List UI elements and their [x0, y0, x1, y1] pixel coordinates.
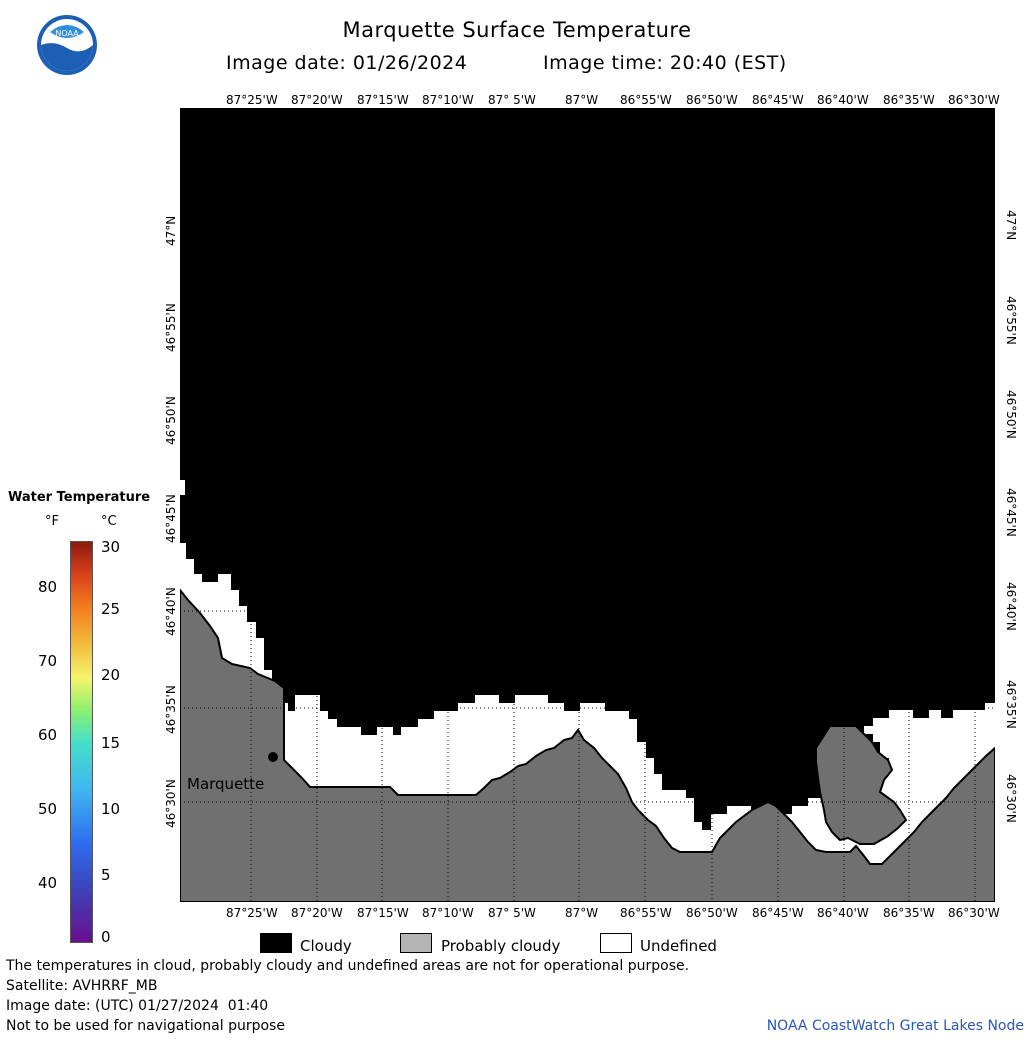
- cloudy-label: Cloudy: [300, 937, 352, 955]
- legend-title: Water Temperature: [8, 490, 151, 505]
- note-navigation: Not to be used for navigational purpose: [6, 1018, 285, 1034]
- lat-tick: 46°50'N: [1004, 390, 1018, 439]
- lon-tick: 86°35'W: [883, 93, 935, 107]
- grand-island: [815, 725, 908, 845]
- unit-celsius: °C: [101, 514, 117, 529]
- lon-tick: 87°20'W: [291, 906, 343, 920]
- lat-tick: 46°40'N: [1004, 582, 1018, 631]
- celsius-tick: 15: [101, 734, 121, 752]
- lon-tick: 87°15'W: [357, 93, 409, 107]
- lat-tick: 47°N: [164, 215, 178, 246]
- celsius-tick: 0: [101, 928, 111, 946]
- lon-tick: 86°45'W: [752, 93, 804, 107]
- lon-tick: 86°40'W: [817, 93, 869, 107]
- note-utc-date: Image date: (UTC) 01/27/2024 01:40: [6, 998, 269, 1014]
- lon-tick: 86°55'W: [620, 93, 672, 107]
- lat-tick: 46°55'N: [164, 303, 178, 352]
- undefined-label: Undefined: [640, 937, 717, 955]
- lat-tick: 46°40'N: [164, 587, 178, 636]
- unit-fahrenheit: °F: [45, 514, 59, 529]
- city-label: Marquette: [187, 775, 264, 793]
- land-region: [179, 587, 996, 903]
- undefined-swatch: [600, 933, 632, 953]
- graticule: [180, 588, 995, 902]
- celsius-tick: 5: [101, 866, 111, 884]
- lat-tick: 46°30'N: [1004, 774, 1018, 823]
- lon-tick: 87° 5'W: [488, 906, 536, 920]
- lon-tick: 86°35'W: [883, 906, 935, 920]
- cloud-region: [180, 108, 995, 830]
- map-title: Marquette Surface Temperature: [342, 18, 692, 42]
- lat-tick: 46°45'N: [164, 494, 178, 543]
- lon-tick: 86°55'W: [620, 906, 672, 920]
- logo-text: NOAA: [55, 29, 79, 38]
- note-satellite: Satellite: AVHRRF_MB: [6, 978, 158, 994]
- lon-tick: 86°30'W: [948, 93, 1000, 107]
- lat-tick: 47°N: [1004, 210, 1018, 241]
- fahrenheit-tick: 60: [38, 726, 58, 744]
- lon-tick: 87°25'W: [226, 93, 278, 107]
- celsius-tick: 25: [101, 600, 121, 618]
- lon-tick: 87°10'W: [422, 906, 474, 920]
- probably-cloudy-label: Probably cloudy: [441, 937, 561, 955]
- temperature-colorbar: [70, 541, 93, 943]
- map-panel: Marquette: [179, 108, 996, 903]
- lat-tick: 46°30'N: [164, 779, 178, 828]
- fahrenheit-tick: 70: [38, 652, 58, 670]
- lon-tick: 87°25'W: [226, 906, 278, 920]
- lon-tick: 86°30'W: [948, 906, 1000, 920]
- city-marker: [268, 752, 278, 762]
- celsius-tick: 30: [101, 538, 121, 556]
- celsius-tick: 10: [101, 800, 121, 818]
- lat-tick: 46°55'N: [1004, 296, 1018, 345]
- image-date: Image date: 01/26/2024: [226, 52, 468, 74]
- image-time: Image time: 20:40 (EST): [543, 52, 787, 74]
- cloudy-swatch: [260, 933, 292, 953]
- lon-tick: 86°45'W: [752, 906, 804, 920]
- lon-tick: 87°10'W: [422, 93, 474, 107]
- lat-tick: 46°35'N: [1004, 680, 1018, 729]
- note-disclaimer: The temperatures in cloud, probably clou…: [6, 958, 690, 974]
- lon-tick: 86°50'W: [686, 93, 738, 107]
- lon-tick: 87°W: [565, 906, 599, 920]
- lat-tick: 46°50'N: [164, 396, 178, 445]
- fahrenheit-tick: 50: [38, 800, 58, 818]
- credit-link[interactable]: NOAA CoastWatch Great Lakes Node: [766, 1018, 1024, 1034]
- lon-tick: 86°50'W: [686, 906, 738, 920]
- lon-tick: 87°15'W: [357, 906, 409, 920]
- probably-cloudy-swatch: [400, 933, 432, 953]
- lon-tick: 86°40'W: [817, 906, 869, 920]
- lat-tick: 46°35'N: [164, 685, 178, 734]
- noaa-logo: NOAA: [36, 14, 98, 76]
- fahrenheit-tick: 40: [38, 874, 58, 892]
- lat-tick: 46°45'N: [1004, 488, 1018, 537]
- lon-tick: 87°W: [565, 93, 599, 107]
- lon-tick: 87° 5'W: [488, 93, 536, 107]
- fahrenheit-tick: 80: [38, 578, 58, 596]
- celsius-tick: 20: [101, 666, 121, 684]
- lon-tick: 87°20'W: [291, 93, 343, 107]
